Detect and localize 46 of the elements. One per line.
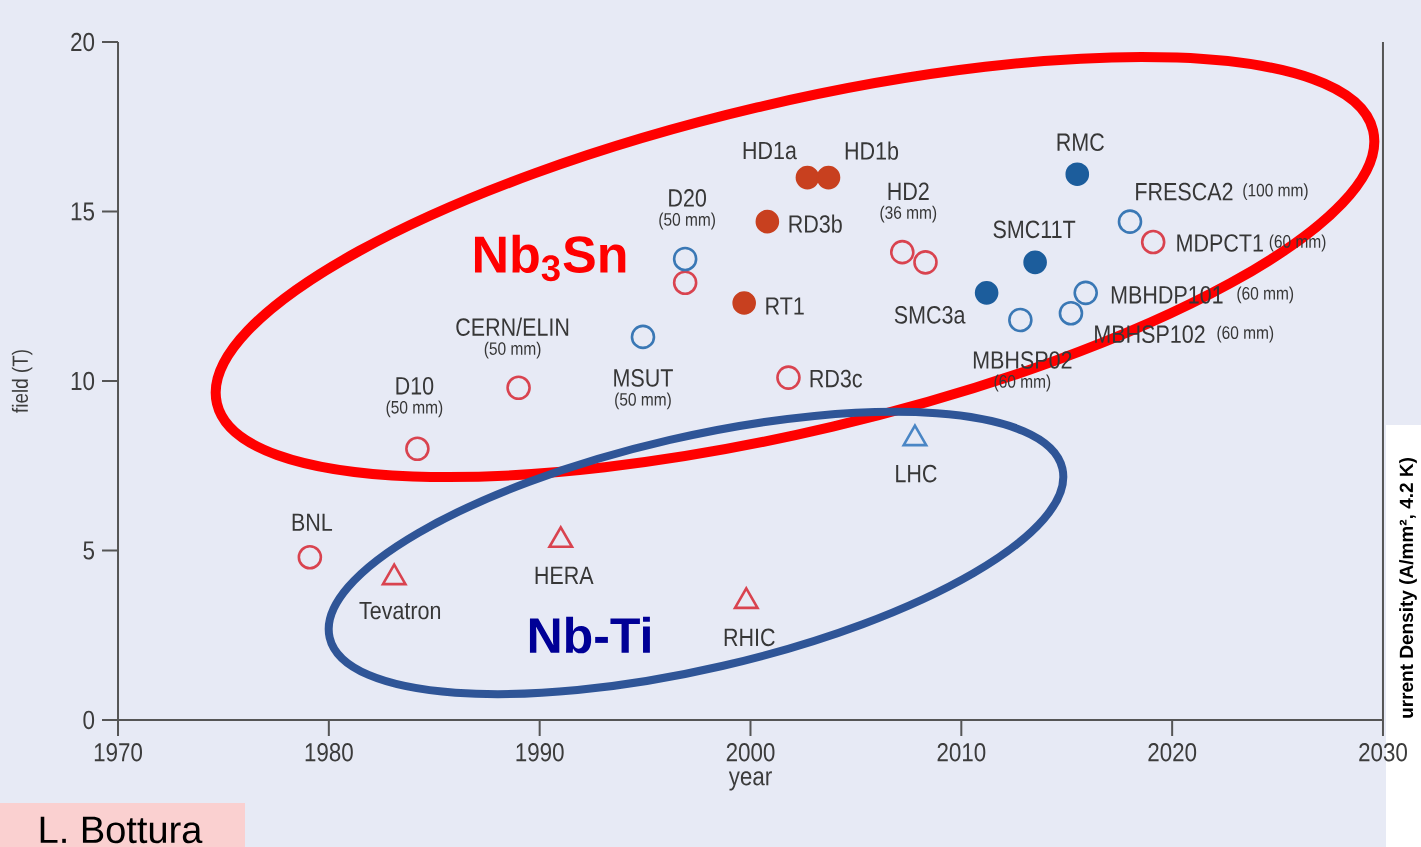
annotation: HD1a <box>743 141 797 160</box>
x-tick-label: 2000 <box>726 743 775 762</box>
annotation: D20 <box>669 189 706 207</box>
annotation: (50 mm) <box>659 212 715 230</box>
annotation: HD1b <box>845 141 899 160</box>
annotation: LHC <box>896 464 937 483</box>
x-tick-label: 2020 <box>1148 743 1197 762</box>
x-tick-label: 1990 <box>516 743 564 762</box>
annotation: (50 mm) <box>484 341 541 359</box>
annotation: (100 mm) <box>1243 183 1308 201</box>
x-tick-label: 2030 <box>1359 743 1407 762</box>
annotation: Tevatron <box>359 601 441 620</box>
annotation: (50 mm) <box>386 400 443 418</box>
annotation: (60 mm) <box>1237 286 1294 304</box>
annotation: RT1 <box>766 297 804 315</box>
annotation: (36 mm) <box>880 205 937 223</box>
y-axis-title: field (T) <box>11 350 33 413</box>
x-tick-label: 2010 <box>937 743 986 762</box>
text: L. Bottura <box>40 816 203 844</box>
annotation: D10 <box>396 376 434 395</box>
annotation: RD3b <box>789 214 842 233</box>
annotation: RMC <box>1057 133 1104 152</box>
annotation: FRESCA2 <box>1136 182 1233 201</box>
annotation: Nb-Ti <box>529 616 650 654</box>
annotation: BNL <box>292 513 333 531</box>
y-tick-label: 15 <box>71 202 95 221</box>
x-tick-label: 1980 <box>305 743 353 762</box>
annotation: Nb$_{3}$Sn <box>474 234 626 282</box>
y-tick-label: 20 <box>71 32 95 52</box>
annotation: SMC3a <box>894 306 966 324</box>
annotation: (50 mm) <box>615 392 671 410</box>
annotation: SMC11T <box>993 220 1076 239</box>
annotation: MSUT <box>614 369 673 387</box>
annotation: HD2 <box>888 182 929 200</box>
annotation: CERN/ELIN <box>456 317 569 336</box>
y-tick-label: 5 <box>83 541 95 560</box>
annotation: (60 mm) <box>1217 325 1274 343</box>
x-axis-title: year <box>728 771 772 791</box>
annotation: HERA <box>535 566 594 584</box>
y-tick-label: 0 <box>83 710 95 730</box>
annotation: MDPCT1 <box>1177 234 1263 252</box>
y-tick-label: 10 <box>71 371 95 391</box>
annotation: RHIC <box>724 628 775 647</box>
x-tick-label: 1970 <box>94 743 143 762</box>
annotation: RD3c <box>810 369 862 388</box>
text: urrent Density (A/mm², 4.2 K) <box>1399 458 1417 718</box>
